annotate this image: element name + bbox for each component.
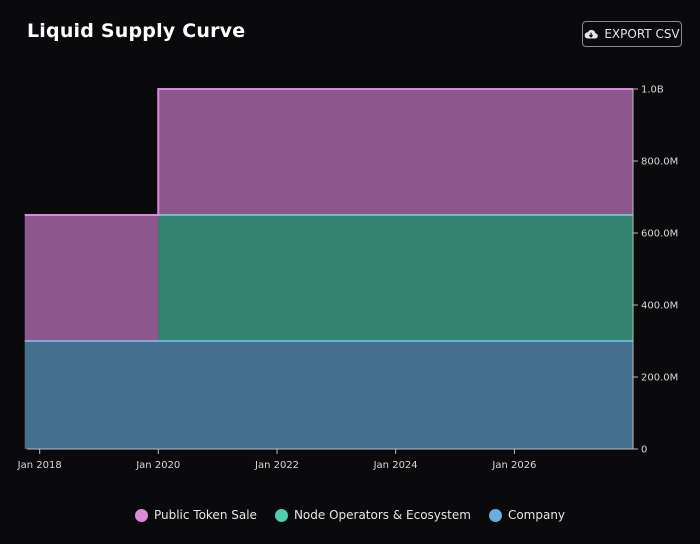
line-public-token-sale xyxy=(24,88,633,216)
x-tick-label: Jan 2024 xyxy=(373,460,418,471)
x-tick-label: Jan 2018 xyxy=(17,460,62,471)
y-tick-label: 600.0M xyxy=(641,229,678,240)
area-node-operators-ecosystem xyxy=(24,215,634,341)
cloud-download-icon xyxy=(584,28,599,40)
supply-chart: 0 200.0M 400.0M 600.0M 800.0M 1.0B Jan 2018 Jan… xyxy=(17,85,679,472)
y-tick-label: 800.0M xyxy=(641,157,678,168)
legend-item-company[interactable]: Company xyxy=(488,508,566,522)
export-csv-label: EXPORT CSV xyxy=(604,27,680,41)
area-public-token-sale xyxy=(24,89,634,341)
export-csv-button[interactable]: EXPORT CSV xyxy=(582,21,682,47)
legend-dot-icon xyxy=(134,508,148,522)
y-tick-label: 1.0B xyxy=(641,85,664,96)
x-tick-label: Jan 2026 xyxy=(491,460,536,471)
legend-dot-icon xyxy=(488,508,502,522)
legend-label: Public Token Sale xyxy=(153,508,257,522)
legend-item-public-token-sale[interactable]: Public Token Sale xyxy=(134,508,257,522)
legend-label: Node Operators & Ecosystem xyxy=(293,508,471,522)
chart-title: Liquid Supply Curve xyxy=(27,20,246,42)
y-tick-label: 400.0M xyxy=(641,301,678,312)
x-tick-label: Jan 2022 xyxy=(254,460,299,471)
legend-dot-icon xyxy=(274,508,288,522)
legend-label: Company xyxy=(507,508,566,522)
legend-item-node-operators[interactable]: Node Operators & Ecosystem xyxy=(274,508,471,522)
y-tick-label: 0 xyxy=(641,445,647,456)
chart-legend: Public Token Sale Node Operators & Ecosy… xyxy=(0,508,700,522)
x-tick-label: Jan 2020 xyxy=(135,460,180,471)
y-tick-label: 200.0M xyxy=(641,373,678,384)
area-company xyxy=(24,341,634,449)
